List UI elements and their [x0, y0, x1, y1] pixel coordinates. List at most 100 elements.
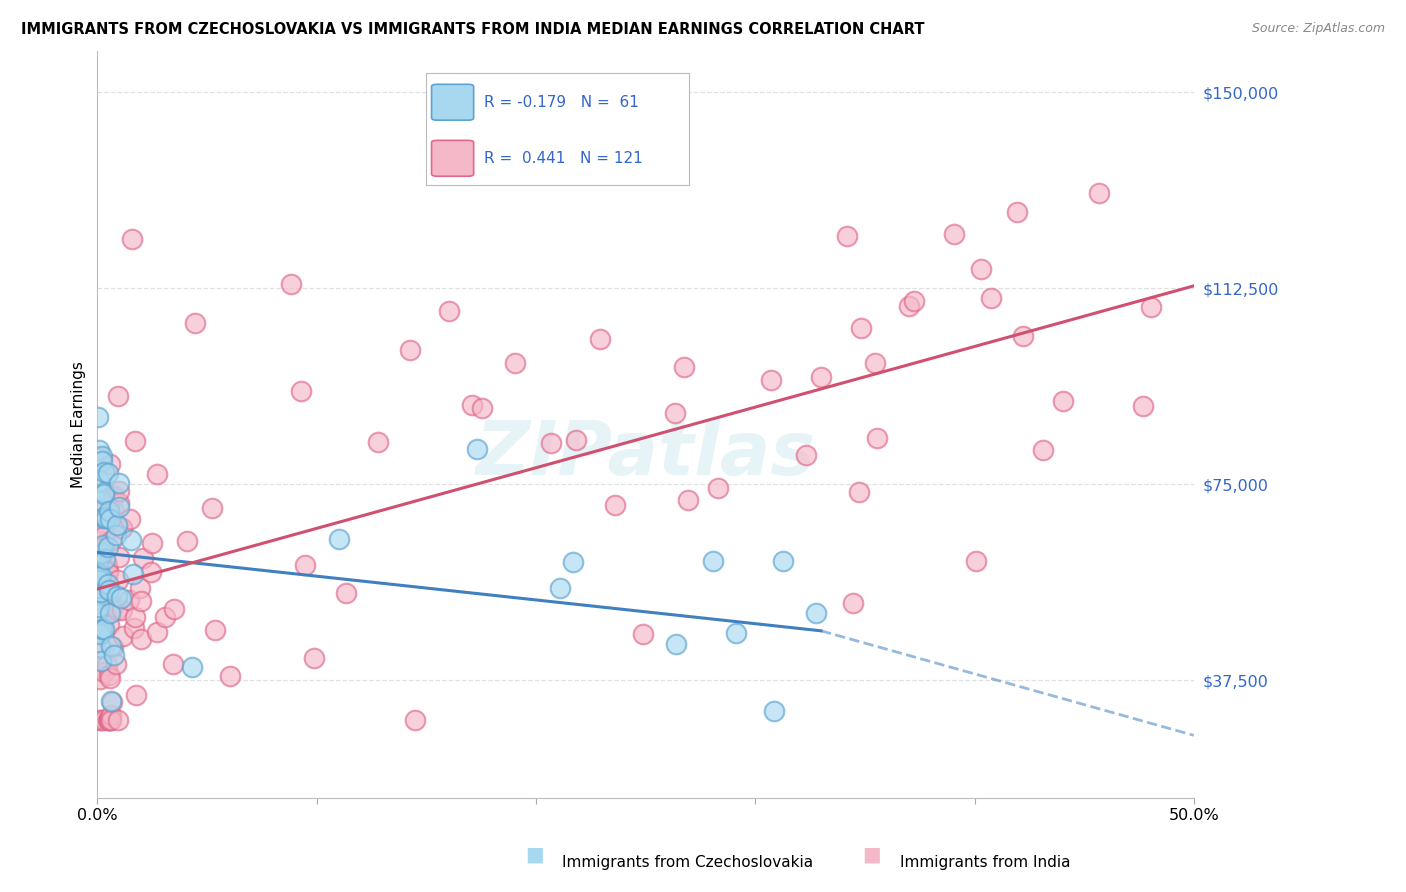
Point: [471, 401, 494, 415]
Point: [124, 609, 146, 624]
Point: [89, 570, 111, 584]
Text: Immigrants from Czechoslovakia: Immigrants from Czechoslovakia: [562, 855, 814, 870]
Point: [105, 603, 128, 617]
Point: [124, 434, 146, 448]
Point: [153, 610, 176, 624]
Point: [93, 552, 115, 566]
Point: [98, 667, 121, 681]
Point: [103, 648, 125, 662]
Point: [565, 433, 588, 447]
Point: [87, 583, 110, 598]
Point: [664, 406, 686, 420]
Point: [1087, 186, 1109, 201]
Point: [849, 321, 872, 335]
Point: [93, 486, 115, 500]
Point: [104, 528, 127, 542]
Point: [129, 594, 152, 608]
Point: [111, 603, 134, 617]
Point: [294, 558, 316, 572]
Point: [866, 431, 889, 445]
Point: [89, 573, 111, 587]
Point: [724, 626, 747, 640]
Point: [108, 550, 131, 565]
Point: [89, 608, 111, 623]
Point: [98, 713, 121, 727]
Point: [550, 581, 572, 595]
Point: [97, 617, 120, 632]
Point: [122, 621, 145, 635]
Point: [90, 654, 112, 668]
Point: [103, 503, 125, 517]
Point: [90, 713, 112, 727]
Point: [101, 490, 124, 504]
Point: [842, 596, 865, 610]
Point: [108, 483, 131, 498]
Point: [108, 500, 131, 515]
Point: [89, 640, 111, 655]
Point: [97, 566, 120, 580]
Point: [204, 623, 226, 637]
Point: [302, 651, 325, 665]
Point: [105, 590, 128, 604]
Point: [1012, 329, 1035, 343]
Point: [98, 713, 121, 727]
Point: [90, 449, 112, 463]
Point: [100, 707, 122, 722]
Point: [201, 501, 224, 516]
Point: [93, 529, 115, 543]
Point: [835, 228, 858, 243]
Point: [96, 558, 118, 572]
Point: [218, 669, 240, 683]
Point: [100, 639, 122, 653]
Point: [561, 555, 583, 569]
Point: [103, 640, 125, 654]
Point: [107, 496, 129, 510]
Point: [139, 565, 162, 579]
Point: [98, 583, 121, 598]
Point: [97, 466, 120, 480]
Point: [87, 600, 110, 615]
Point: [1132, 400, 1154, 414]
Text: IMMIGRANTS FROM CZECHOSLOVAKIA VS IMMIGRANTS FROM INDIA MEDIAN EARNINGS CORRELAT: IMMIGRANTS FROM CZECHOSLOVAKIA VS IMMIGR…: [21, 22, 925, 37]
Text: ▪: ▪: [862, 840, 882, 870]
Point: [763, 704, 786, 718]
Point: [1139, 300, 1161, 314]
Point: [105, 518, 128, 533]
Point: [90, 622, 112, 636]
Point: [129, 581, 152, 595]
Point: [898, 299, 921, 313]
Point: [665, 637, 688, 651]
Point: [98, 457, 121, 471]
Point: [89, 713, 111, 727]
Text: Source: ZipAtlas.com: Source: ZipAtlas.com: [1251, 22, 1385, 36]
Point: [91, 641, 114, 656]
Point: [437, 303, 460, 318]
Point: [367, 434, 389, 449]
Point: [87, 558, 110, 572]
Point: [943, 227, 966, 241]
Point: [98, 607, 121, 621]
Point: [91, 511, 114, 525]
Point: [87, 624, 110, 638]
Point: [146, 624, 169, 639]
Point: [970, 262, 993, 277]
Point: [98, 711, 121, 725]
Point: [903, 293, 925, 308]
Point: [772, 554, 794, 568]
Point: [1052, 394, 1074, 409]
Point: [112, 629, 135, 643]
Point: [93, 622, 115, 636]
Point: [90, 578, 112, 592]
Y-axis label: Median Earnings: Median Earnings: [72, 361, 86, 488]
Point: [676, 493, 699, 508]
Point: [702, 554, 724, 568]
Point: [1005, 204, 1028, 219]
Point: [672, 359, 695, 374]
Point: [93, 466, 115, 480]
Point: [91, 538, 114, 552]
Point: [86, 606, 108, 620]
Point: [110, 591, 132, 605]
Point: [100, 534, 122, 549]
Point: [107, 389, 129, 403]
Point: [90, 494, 112, 508]
